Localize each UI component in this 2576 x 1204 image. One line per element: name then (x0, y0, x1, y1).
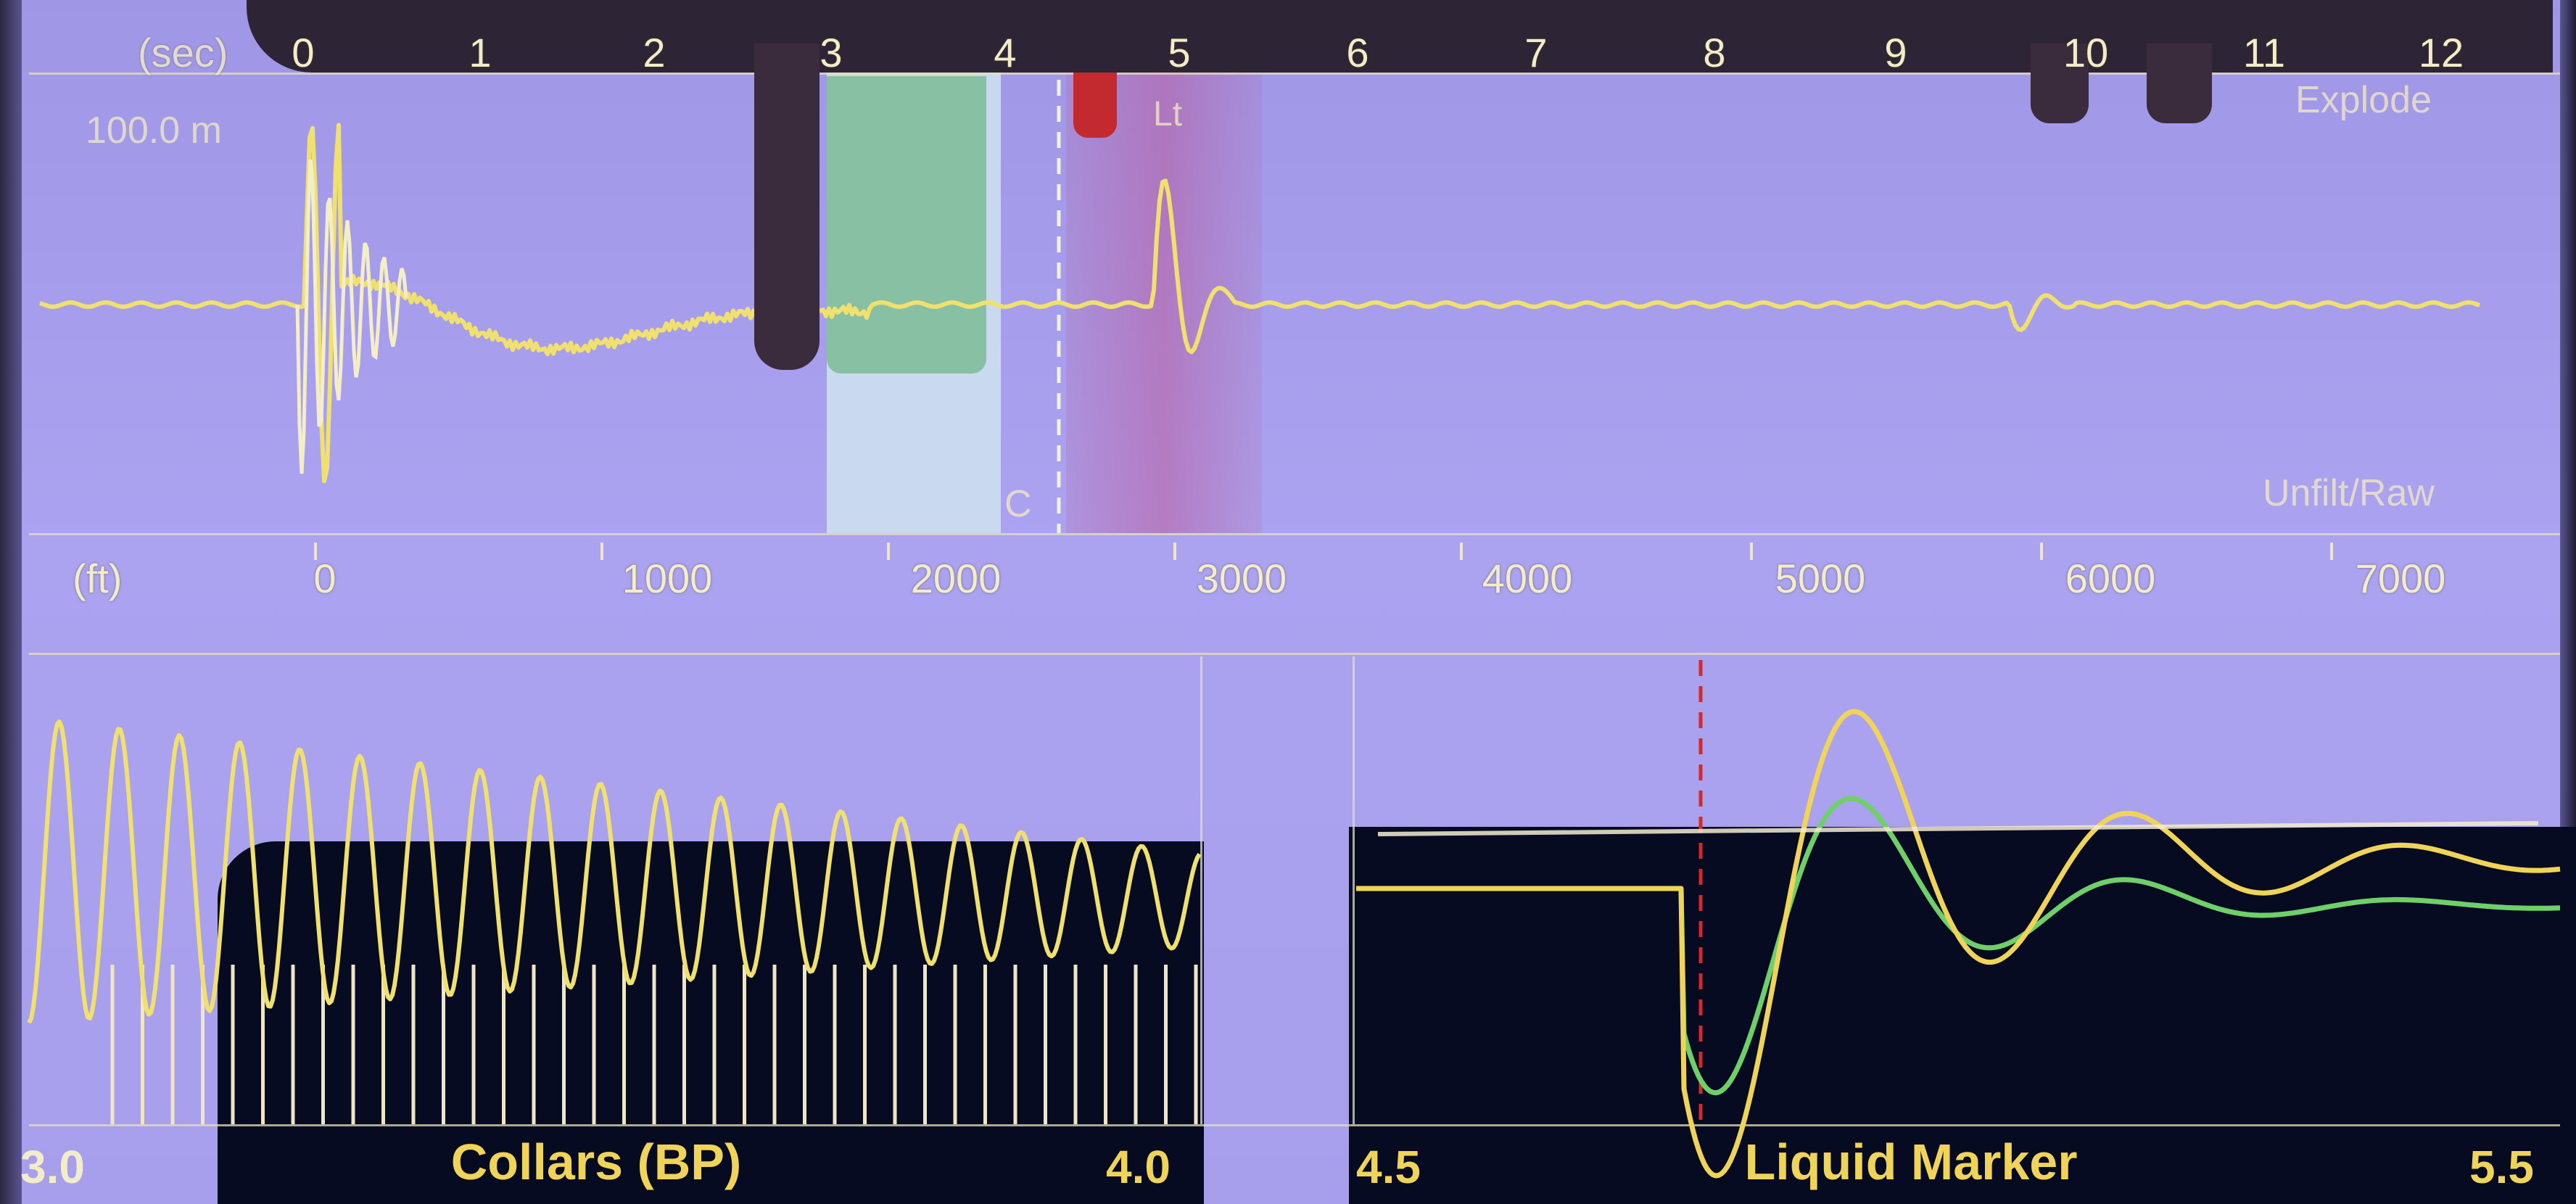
display-bezel-left (0, 0, 22, 1204)
bezel-clip-left (754, 44, 820, 370)
filter-mode-label: Unfilt/Raw (2263, 472, 2435, 514)
time-tick-10: 10 (2063, 30, 2109, 75)
liquid-marker-trace-raw (1356, 709, 2561, 1179)
liquid-marker-trace-filtered (1356, 796, 2561, 1096)
collars-panel-right-border (1200, 656, 1202, 1124)
distance-axis-bottom-border (29, 653, 2560, 655)
distance-tick-1000: 1000 (622, 556, 713, 601)
distance-tick-5000: 5000 (1775, 556, 1866, 601)
marker-window-selected (827, 76, 986, 374)
marker-letter-c: C (1004, 483, 1032, 525)
time-axis-unit-label: (sec) (138, 30, 228, 75)
bezel-clip-right (2031, 44, 2089, 123)
collars-trace (27, 719, 1202, 1024)
time-tick-1: 1 (468, 30, 492, 75)
scale-readout: 100.0 m (86, 110, 222, 152)
top-panel-bottom-border (29, 533, 2560, 535)
distance-axis-unit-label: (ft) (73, 556, 123, 601)
time-tick-11: 11 (2242, 30, 2286, 75)
bezel-clip-far-right (2147, 44, 2212, 123)
time-tick-5: 5 (1168, 30, 1191, 75)
liquid-panel-title: Liquid Marker (1744, 1134, 2078, 1190)
distance-tick-6000: 6000 (2065, 556, 2156, 601)
top-panel-top-border (29, 73, 2560, 75)
distance-axis-ticks (314, 543, 2333, 560)
mode-label: Explode (2295, 79, 2432, 121)
distance-tick-3000: 3000 (1196, 556, 1287, 601)
time-tick-3: 3 (820, 30, 843, 75)
time-tick-4: 4 (994, 30, 1017, 75)
time-tick-8: 8 (1703, 30, 1726, 75)
shot-spike-trace (295, 159, 408, 474)
collars-scale-max: 4.0 (1106, 1141, 1171, 1193)
lower-panels-bottom-border (29, 1124, 2560, 1126)
acoustic-shot-trace (39, 123, 2481, 484)
collars-scale-min: 3.0 (20, 1141, 85, 1193)
collar-comb-lines (110, 965, 1198, 1124)
distance-tick-0: 0 (313, 556, 337, 601)
time-tick-9: 9 (1884, 30, 1907, 75)
liquid-scale-max: 5.5 (2469, 1141, 2534, 1193)
liquid-panel-glare-line (1377, 821, 2539, 836)
distance-tick-2000: 2000 (910, 556, 1002, 601)
distance-tick-4000: 4000 (1482, 556, 1573, 601)
time-tick-12: 12 (2418, 30, 2464, 75)
distance-tick-7000: 7000 (2355, 556, 2446, 601)
time-tick-6: 6 (1346, 30, 1369, 75)
bezel-red-tab (1073, 73, 1117, 138)
marker-letter-lt: Lt (1153, 95, 1183, 133)
liquid-scale-min: 4.5 (1356, 1141, 1421, 1193)
time-tick-0: 0 (292, 30, 315, 75)
time-tick-2: 2 (643, 30, 666, 75)
collars-panel-title: Collars (BP) (450, 1134, 742, 1190)
liquid-panel-left-border (1353, 656, 1355, 1124)
time-tick-7: 7 (1524, 30, 1548, 75)
